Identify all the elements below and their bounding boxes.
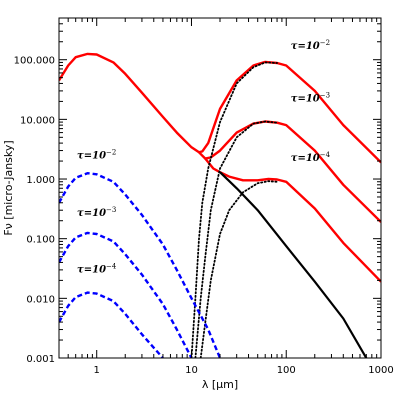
tau-annotation: τ=10−4 xyxy=(291,151,331,164)
x-tick-label: 10 xyxy=(185,365,198,376)
tau-annotation: τ=10−2 xyxy=(77,149,116,162)
y-tick-labels: 0.001 0.010 0.100 1.000 10.000 100.000 xyxy=(14,56,55,365)
tau-annotation: τ=10−3 xyxy=(77,206,116,219)
y-axis-label: Fν [micro-Jansky] xyxy=(2,140,15,235)
series-line-9 xyxy=(59,231,193,358)
y-tick-label: 0.001 xyxy=(26,354,55,365)
series-line-10 xyxy=(59,291,164,358)
series-line-4 xyxy=(219,171,368,358)
annotations: τ=10−2 τ=10−3 τ=10−4 τ=10−2 τ=10−3 τ=10−4 xyxy=(77,39,331,275)
x-tick-label: 1000 xyxy=(368,365,393,376)
plot-frame xyxy=(58,17,382,359)
x-tick-label: 1 xyxy=(94,365,100,376)
series-line-1 xyxy=(59,52,381,164)
series-line-7 xyxy=(199,180,278,358)
axis-ticks xyxy=(58,17,382,359)
tau-annotation: τ=10−2 xyxy=(291,39,330,52)
y-tick-label: 100.000 xyxy=(14,56,55,67)
y-tick-label: 1.000 xyxy=(26,175,55,186)
series-line-3 xyxy=(204,157,381,283)
x-axis-label: λ [μm] xyxy=(202,378,238,391)
series-line-6 xyxy=(194,120,278,358)
series-line-8 xyxy=(59,172,222,358)
x-tick-label: 100 xyxy=(277,365,296,376)
x-tick-labels: 1 10 100 1000 xyxy=(94,365,394,376)
y-tick-label: 0.010 xyxy=(26,294,55,305)
y-tick-label: 10.000 xyxy=(20,115,55,126)
tau-annotation: τ=10−3 xyxy=(291,91,330,104)
y-tick-label: 0.100 xyxy=(26,235,55,246)
plot-area xyxy=(59,52,381,358)
series-line-5 xyxy=(190,61,278,358)
tau-annotation: τ=10−4 xyxy=(77,263,117,276)
series-line-2 xyxy=(198,120,381,223)
